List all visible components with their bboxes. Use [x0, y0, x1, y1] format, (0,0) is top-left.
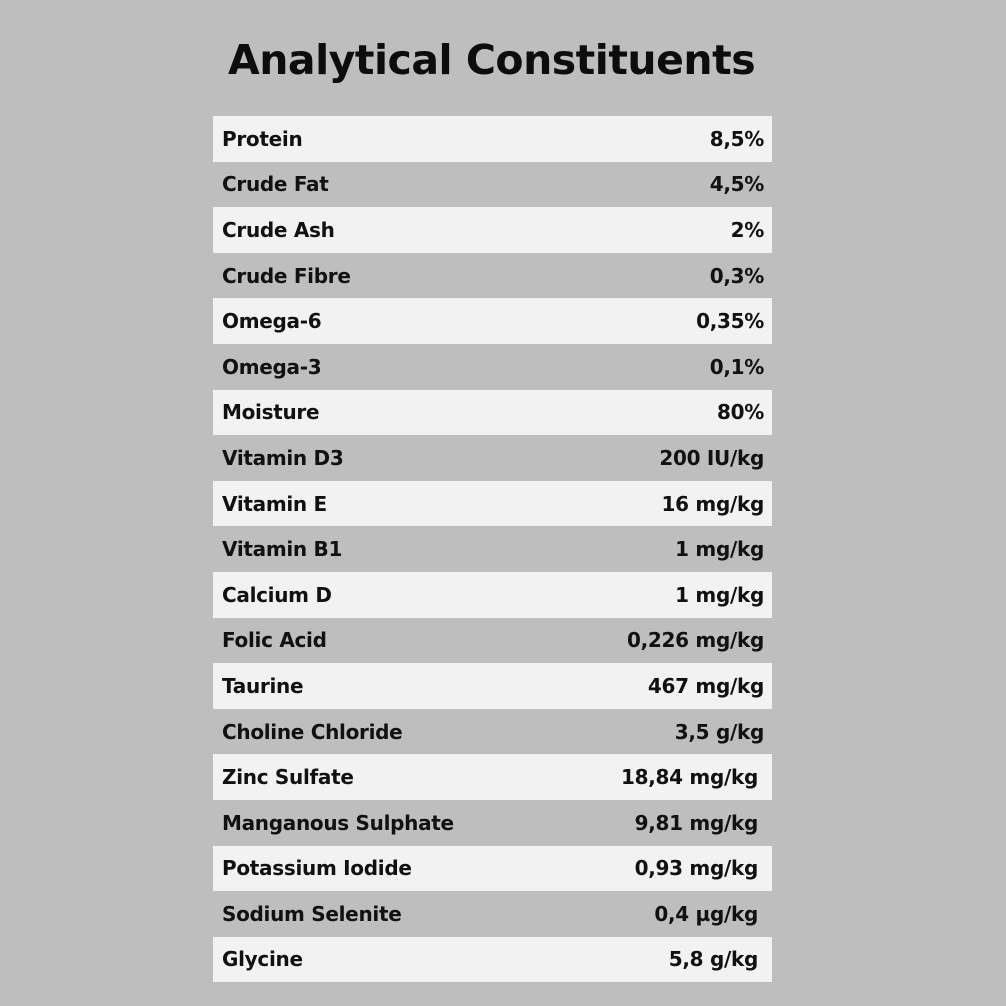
table-row: Folic Acid 0,226 mg/kg [213, 617, 772, 664]
table-row: Manganous Sulphate 9,81 mg/kg [213, 799, 772, 846]
constituent-name: Moisture [222, 400, 320, 425]
constituent-name: Omega-6 [222, 309, 322, 334]
constituent-value: 1 mg/kg [675, 582, 764, 607]
table-row: Vitamin D3 200 IU/kg [213, 435, 772, 481]
constituent-value: 0,1% [709, 354, 765, 379]
constituent-name: Taurine [222, 673, 304, 698]
table-row: Vitamin E 16 mg/kg [213, 480, 772, 527]
table-row: Protein 8,5% [213, 116, 772, 162]
constituent-value: 4,5% [709, 172, 765, 197]
constituent-name: Vitamin E [222, 491, 327, 516]
constituent-name: Sodium Selenite [222, 901, 402, 926]
table-row: Vitamin B1 1 mg/kg [213, 526, 772, 572]
constituent-value: 0,35% [696, 309, 764, 334]
table-row: Taurine 467 mg/kg [213, 663, 772, 709]
table-row: Moisture 80% [213, 389, 772, 436]
constituent-name: Manganous Sulphate [222, 810, 454, 835]
table-row: Choline Chloride 3,5 g/kg [213, 708, 772, 755]
constituent-value: 200 IU/kg [659, 445, 764, 470]
constituent-name: Potassium Iodide [222, 856, 412, 881]
constituent-value: 9,81 mg/kg [634, 810, 759, 835]
table-row: Calcium D 1 mg/kg [213, 571, 772, 618]
table-row: Sodium Selenite 0,4 µg/kg [213, 891, 772, 937]
table-row: Glycine 5,8 g/kg [213, 936, 772, 983]
table-row: Zinc Sulfate 18,84 mg/kg [213, 754, 772, 800]
constituent-name: Crude Fibre [222, 263, 351, 288]
constituent-value: 0,4 µg/kg [654, 901, 758, 926]
constituent-value: 0,3% [709, 263, 765, 288]
constituent-value: 467 mg/kg [647, 673, 764, 698]
page-title: Analytical Constituents [228, 36, 756, 84]
constituents-table: Protein 8,5% Crude Fat 4,5% Crude Ash 2%… [213, 116, 772, 983]
constituent-name: Vitamin D3 [222, 445, 344, 470]
constituent-name: Crude Fat [222, 172, 329, 197]
table-row: Omega-3 0,1% [213, 343, 772, 390]
constituent-name: Vitamin B1 [222, 537, 343, 562]
constituent-value: 0,226 mg/kg [626, 628, 764, 653]
table-row: Crude Fat 4,5% [213, 161, 772, 208]
constituent-name: Protein [222, 126, 303, 151]
constituent-name: Omega-3 [222, 354, 322, 379]
constituent-value: 18,84 mg/kg [620, 765, 758, 790]
table-row: Crude Fibre 0,3% [213, 252, 772, 299]
table-row: Potassium Iodide 0,93 mg/kg [213, 845, 772, 892]
constituent-name: Calcium D [222, 582, 332, 607]
constituent-name: Choline Chloride [222, 719, 403, 744]
constituent-value: 80% [717, 400, 764, 425]
constituent-name: Crude Ash [222, 217, 335, 242]
constituent-value: 3,5 g/kg [674, 719, 765, 744]
constituent-value: 1 mg/kg [675, 537, 764, 562]
constituent-name: Zinc Sulfate [222, 765, 354, 790]
constituent-value: 2% [730, 217, 765, 242]
table-row: Omega-6 0,35% [213, 298, 772, 344]
constituent-name: Folic Acid [222, 628, 327, 653]
constituent-value: 0,93 mg/kg [634, 856, 759, 881]
constituent-name: Glycine [222, 947, 303, 972]
constituent-value: 8,5% [709, 126, 765, 151]
constituent-value: 5,8 g/kg [668, 947, 759, 972]
constituent-value: 16 mg/kg [661, 491, 765, 516]
table-row: Crude Ash 2% [213, 207, 772, 253]
